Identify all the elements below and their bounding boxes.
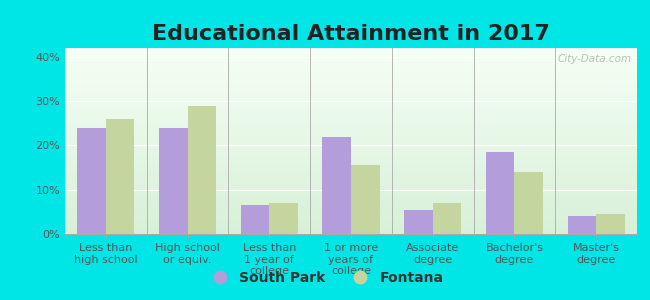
Bar	[77, 128, 106, 234]
Bar	[322, 136, 351, 234]
Bar	[106, 119, 135, 234]
Bar	[159, 128, 188, 234]
Bar	[433, 203, 462, 234]
Bar	[404, 210, 433, 234]
Bar	[514, 172, 543, 234]
Bar	[596, 214, 625, 234]
Bar	[188, 106, 216, 234]
Text: City-Data.com: City-Data.com	[557, 54, 631, 64]
Bar	[240, 205, 269, 234]
Title: Educational Attainment in 2017: Educational Attainment in 2017	[152, 24, 550, 44]
Legend: South Park, Fontana: South Park, Fontana	[201, 265, 449, 290]
Bar	[567, 216, 596, 234]
Bar	[486, 152, 514, 234]
Bar	[269, 203, 298, 234]
Bar	[351, 165, 380, 234]
